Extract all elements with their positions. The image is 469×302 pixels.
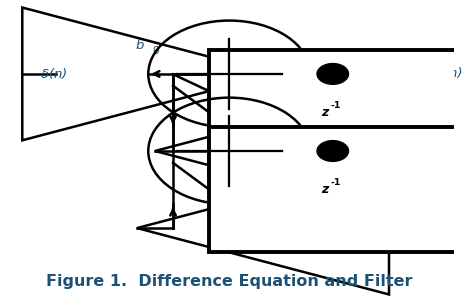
Bar	[209, 50, 456, 175]
Text: Figure 1.  Difference Equation and Filter: Figure 1. Difference Equation and Filter	[46, 274, 413, 289]
Text: z: z	[321, 106, 328, 119]
Text: -1: -1	[331, 101, 341, 110]
Text: -1: -1	[331, 178, 341, 187]
Text: 1: 1	[263, 127, 270, 137]
Circle shape	[317, 141, 348, 161]
Text: 0: 0	[153, 46, 159, 56]
Text: -a: -a	[241, 120, 254, 133]
Circle shape	[317, 63, 348, 84]
Text: b: b	[136, 39, 144, 52]
Text: 2: 2	[250, 238, 256, 248]
Bar	[209, 127, 456, 252]
Text: y(n): y(n)	[436, 67, 463, 80]
Text: z: z	[321, 183, 328, 196]
Text: -a: -a	[227, 234, 241, 247]
Text: $\delta$(n): $\delta$(n)	[40, 66, 68, 82]
